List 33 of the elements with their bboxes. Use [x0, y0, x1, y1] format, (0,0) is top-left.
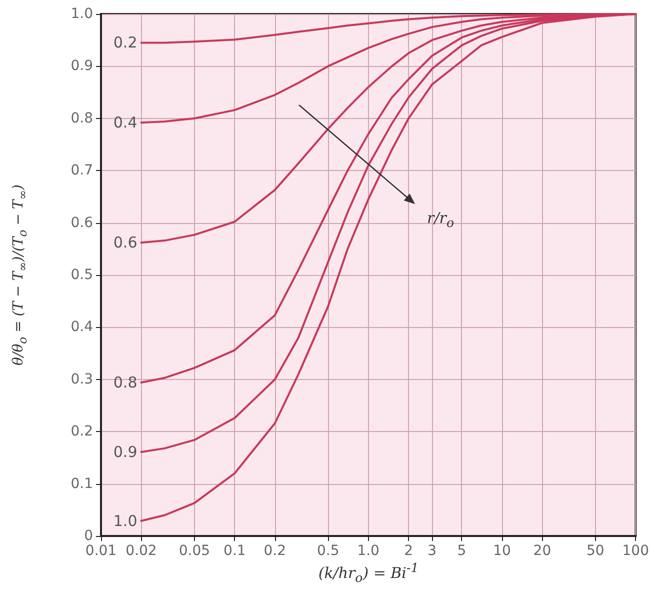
y-tick-label: 0.2	[70, 424, 93, 440]
series-label: 0.2	[113, 34, 138, 52]
x-tick-label: 100	[622, 543, 650, 559]
x-tick-label: 0.1	[224, 543, 246, 559]
series-label: 0.6	[113, 234, 138, 252]
y-tick-label: 0.9	[70, 58, 93, 74]
x-tick-label: 0.01	[85, 543, 117, 559]
x-tick-label: 1.0	[357, 543, 380, 559]
annotation: r/r$_{o}$	[427, 208, 454, 230]
series-label: 0.9	[113, 442, 138, 461]
x-tick-label: 0.2	[264, 543, 286, 559]
x-tick-label: 50	[586, 543, 604, 559]
y-tick-label: 0.1	[70, 476, 93, 492]
series-label: 0.8	[113, 374, 138, 392]
x-tick-label: 10	[493, 543, 511, 559]
x-tick-label: 0.05	[178, 543, 210, 559]
x-tick-label: 0.02	[126, 543, 157, 559]
x-tick-label: 5	[457, 543, 466, 559]
y-tick-label: 0.8	[70, 110, 93, 126]
x-tick-label: 2	[404, 543, 414, 559]
y-tick-label: 0.6	[70, 214, 94, 231]
y-tick-label: 0.5	[70, 267, 93, 283]
x-tick-label: 20	[533, 543, 552, 559]
y-tick-label: 0	[84, 528, 93, 544]
series-label: 1.0	[113, 512, 138, 530]
y-tick-label: 0.7	[70, 162, 93, 179]
x-tick-label: 3	[428, 543, 437, 559]
y-tick-label: 1.0	[70, 6, 93, 22]
y-tick-label: 0.4	[70, 319, 94, 336]
x-tick-label: 0.5	[316, 543, 340, 559]
y-tick-label: 0.3	[70, 371, 93, 388]
x-axis-title: (k/hr$_{o}$) = Bi$^{-1}$	[318, 560, 419, 585]
series-label: 0.4	[113, 114, 138, 132]
